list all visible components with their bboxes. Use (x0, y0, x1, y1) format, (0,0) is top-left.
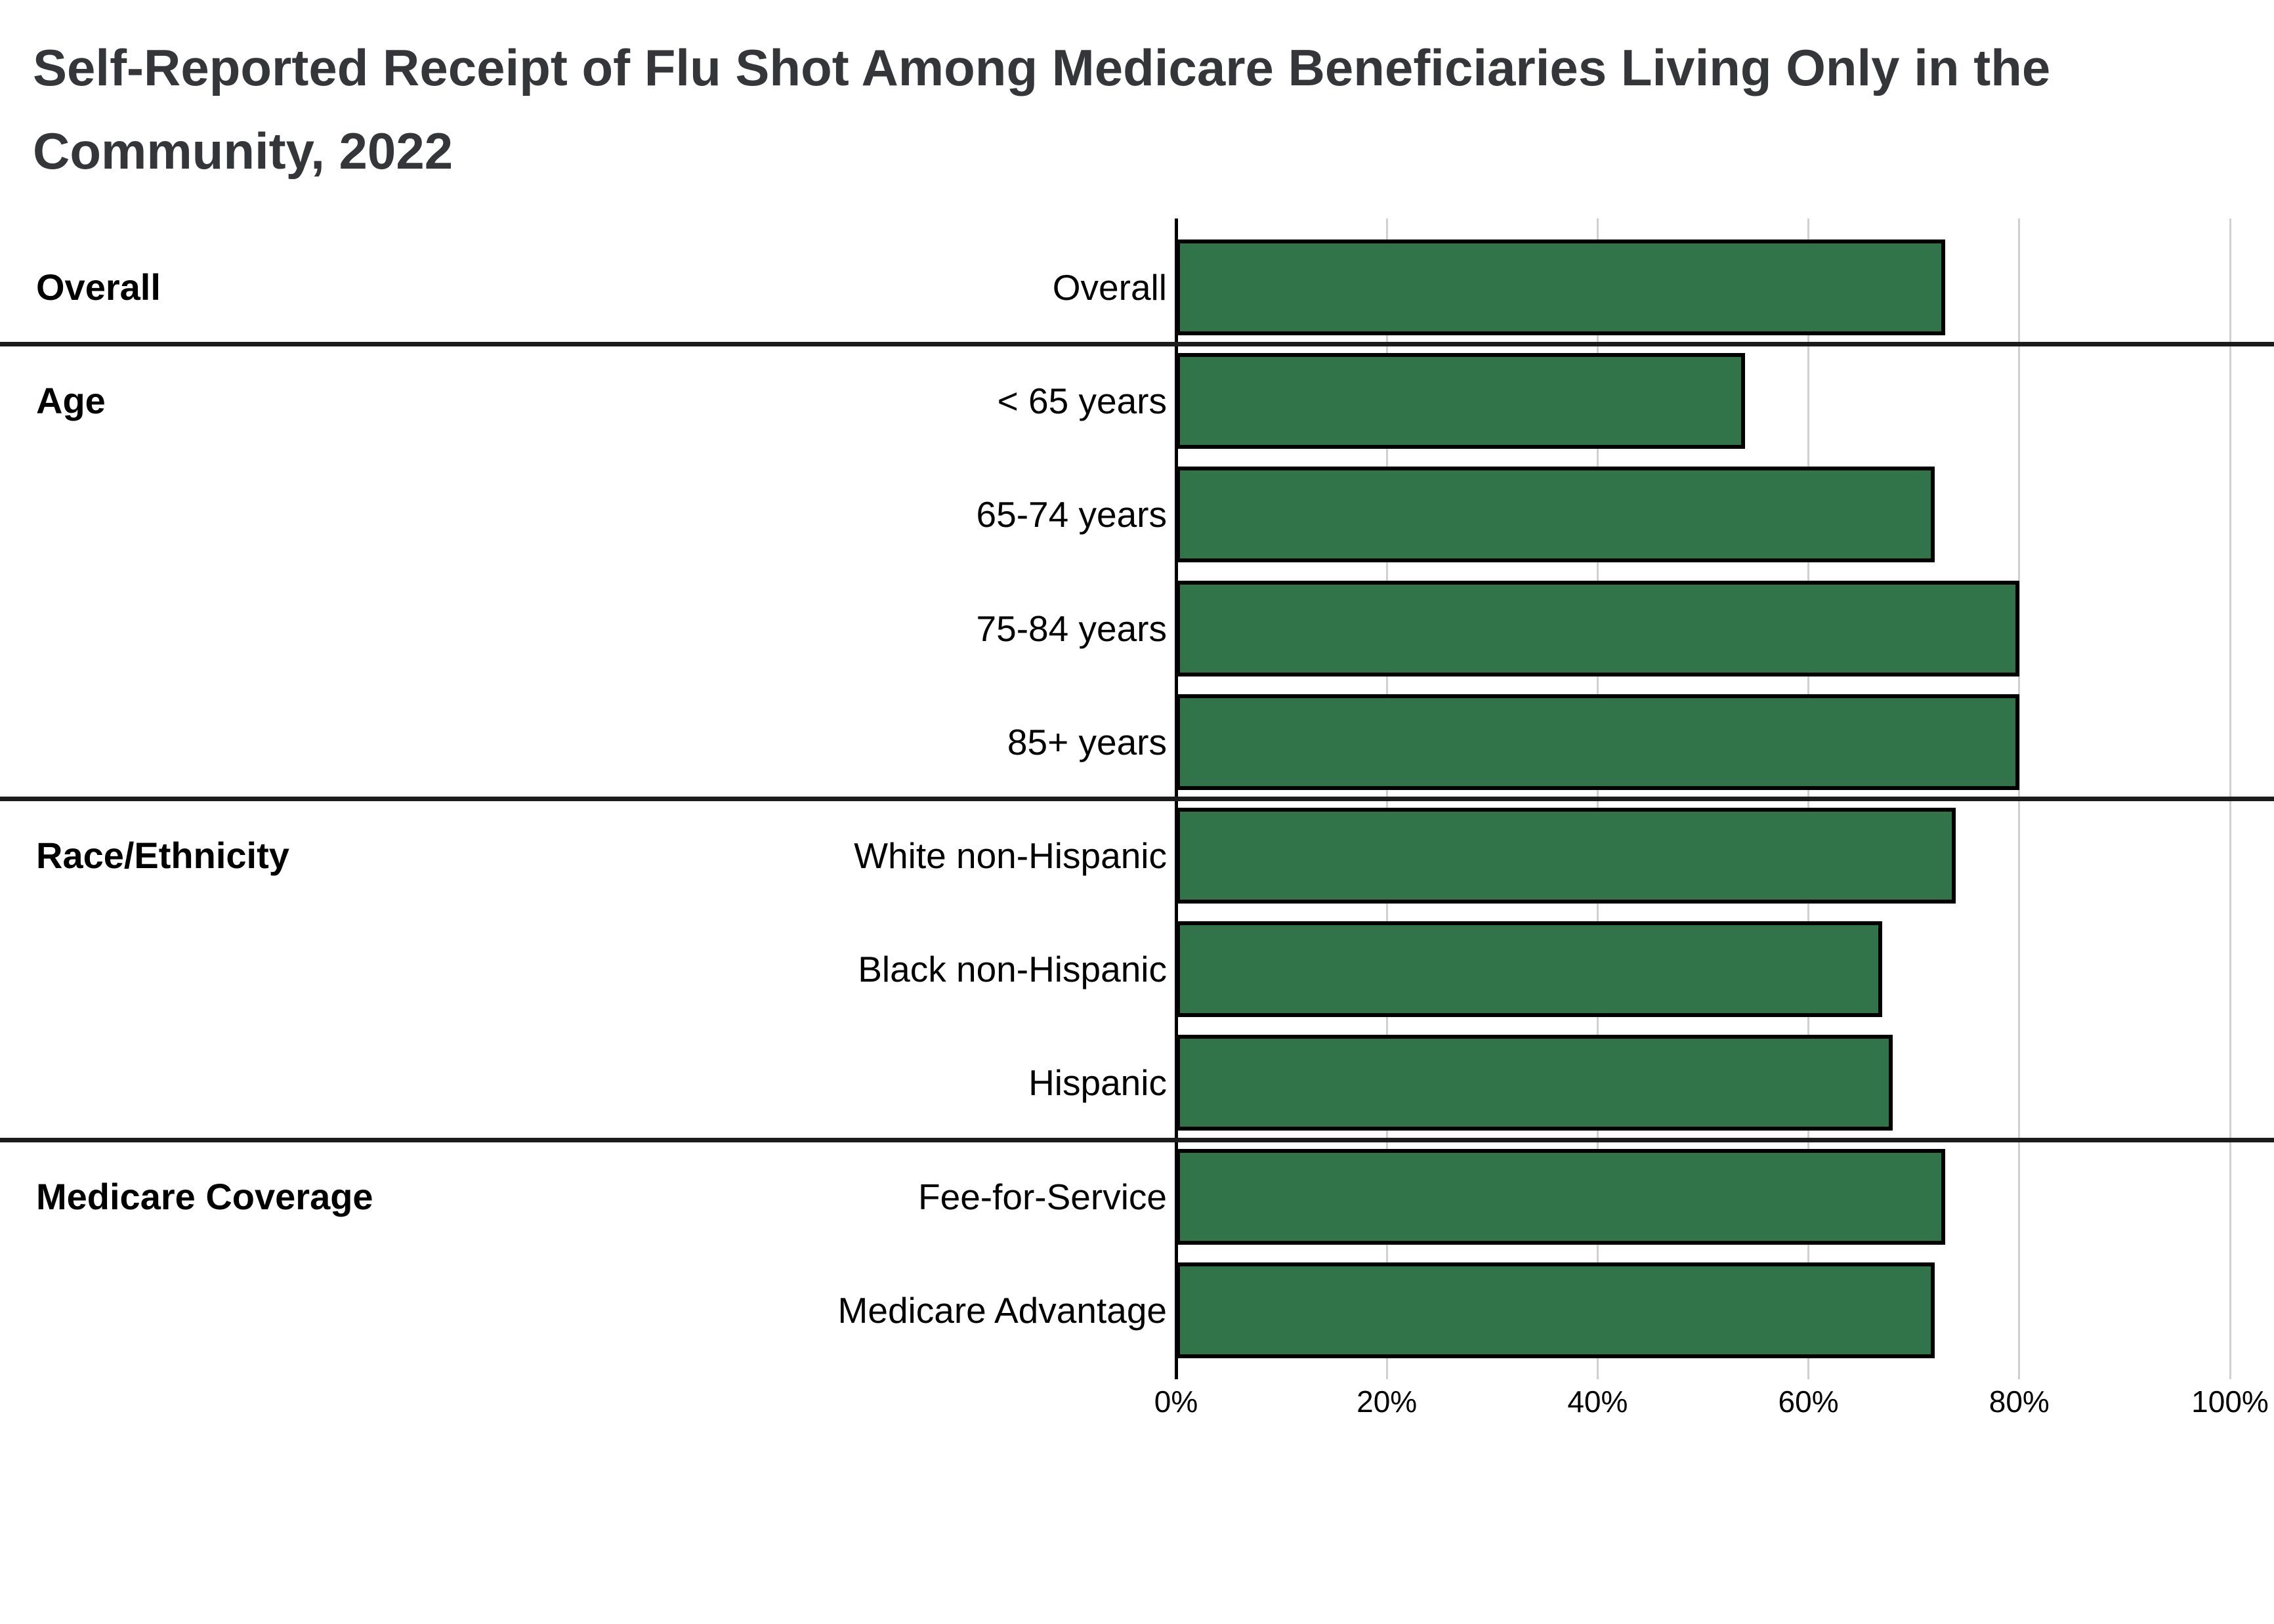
bar (1176, 808, 1956, 904)
axis-tick-label: 60% (1778, 1385, 1839, 1419)
axis-tick-label: 20% (1357, 1385, 1418, 1419)
axis-tick-label: 80% (1989, 1385, 2050, 1419)
section-header: Overall (36, 266, 161, 308)
bar (1176, 580, 2019, 677)
section-header: Age (36, 380, 106, 422)
axis-tick-label: 100% (2191, 1385, 2269, 1419)
bar (1176, 1035, 1893, 1131)
bar (1176, 353, 1746, 449)
bar (1176, 1262, 1935, 1358)
category-label: 75-84 years (976, 608, 1167, 649)
category-label: Overall (1052, 267, 1167, 308)
section-divider (0, 341, 2274, 346)
category-label: Fee-for-Service (918, 1176, 1167, 1217)
bar (1176, 467, 1935, 563)
category-label: Hispanic (1028, 1062, 1167, 1104)
chart-title: Self-Reported Receipt of Flu Shot Among … (33, 26, 2218, 193)
category-label: 65-74 years (976, 494, 1167, 535)
category-label: < 65 years (997, 381, 1167, 422)
chart-title-line2: Community, 2022 (33, 122, 453, 180)
bar (1176, 921, 1883, 1018)
bar (1176, 1148, 1946, 1245)
section-header: Race/Ethnicity (36, 835, 289, 876)
bar (1176, 239, 1946, 335)
section-header: Medicare Coverage (36, 1175, 373, 1217)
category-label: Black non-Hispanic (858, 949, 1167, 990)
chart-title-line1: Self-Reported Receipt of Flu Shot Among … (33, 39, 2051, 96)
category-label: 85+ years (1007, 721, 1167, 762)
section-divider (0, 796, 2274, 801)
section-divider (0, 1137, 2274, 1142)
axis-tick-label: 40% (1567, 1385, 1628, 1419)
category-label: White non-Hispanic (854, 835, 1167, 876)
axis-tick-label: 0% (1154, 1385, 1198, 1419)
bar (1176, 694, 2019, 790)
category-label: Medicare Advantage (837, 1289, 1167, 1331)
